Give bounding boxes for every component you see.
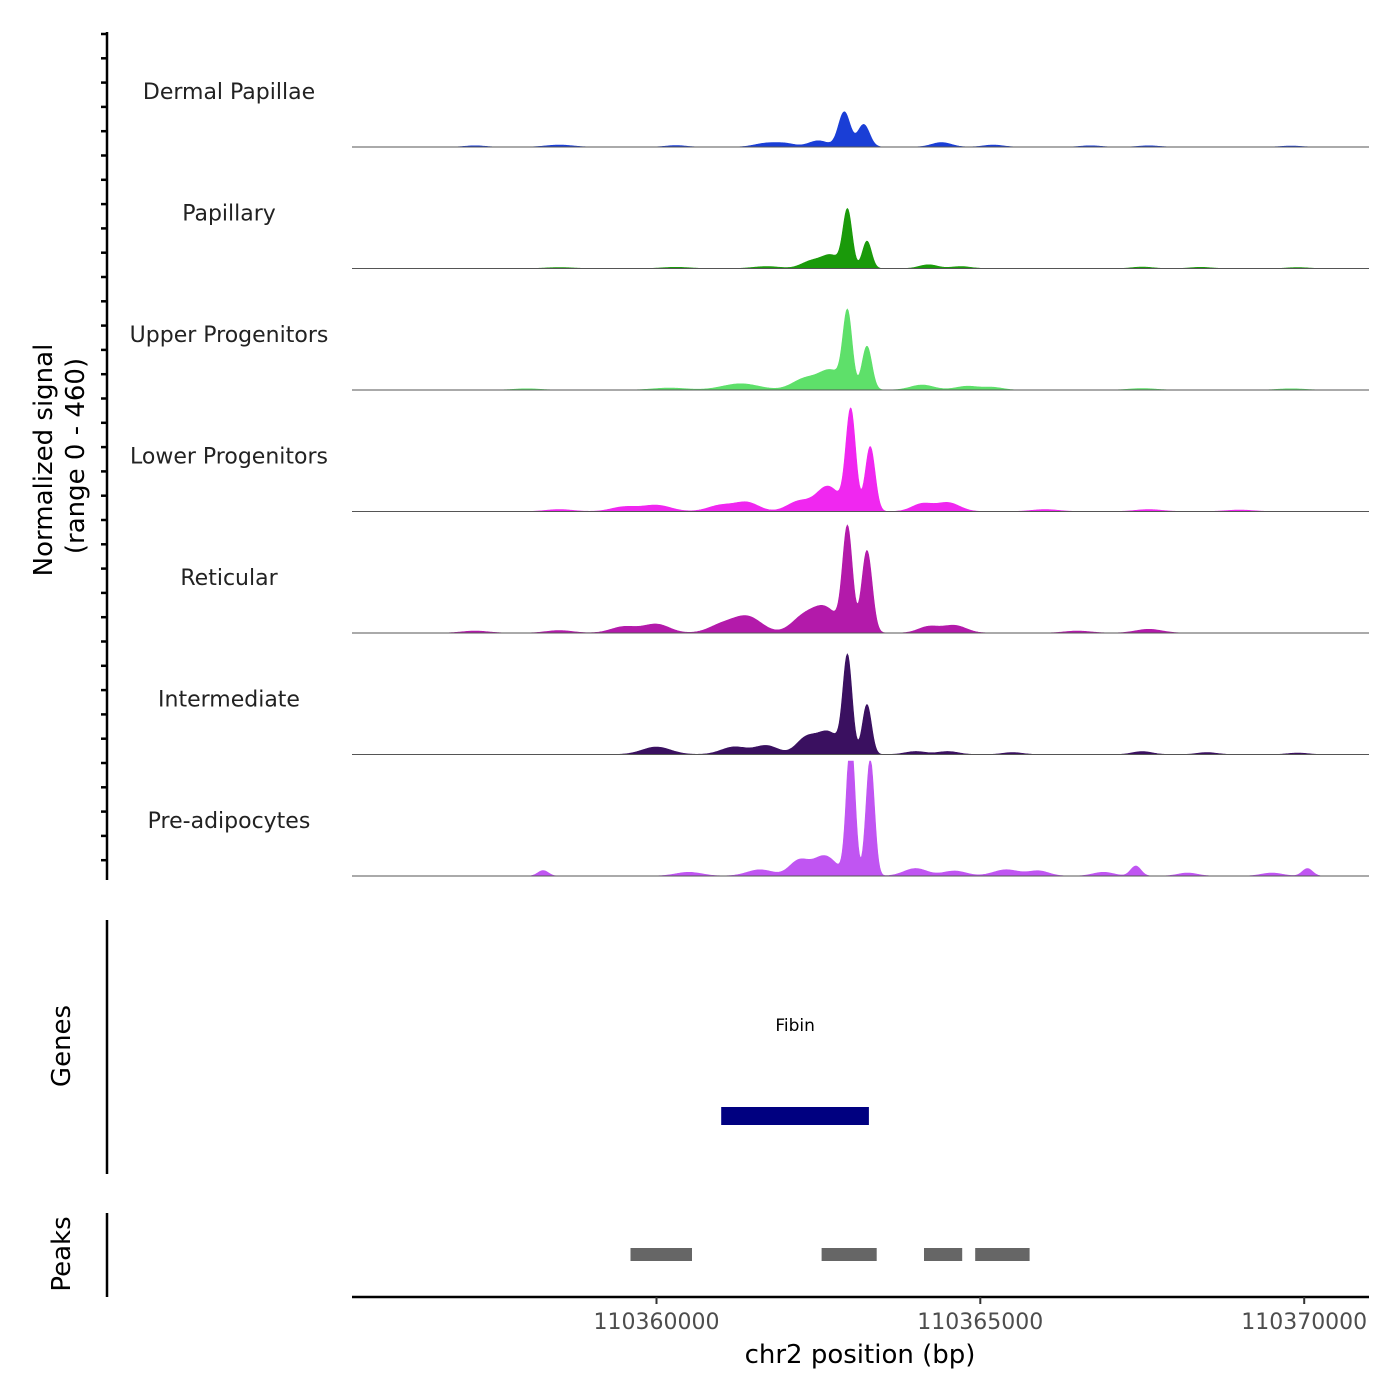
x-axis-ticks: 110360000 110365000 110370000 xyxy=(594,1297,1367,1335)
genes-track-title: Genes xyxy=(47,1005,77,1087)
track-label: Pre-adipocytes xyxy=(148,809,311,834)
peak-region xyxy=(630,1248,692,1261)
peak-region xyxy=(924,1248,963,1261)
x-tick-label: 110360000 xyxy=(594,1310,720,1335)
track-label: Papillary xyxy=(182,202,276,227)
track-label: Dermal Papillae xyxy=(143,80,315,105)
signal-area xyxy=(352,407,1369,512)
y-axis-title: Normalized signal xyxy=(29,344,59,577)
x-tick-label: 110365000 xyxy=(917,1310,1043,1335)
peak-region xyxy=(821,1248,877,1261)
signal-area xyxy=(352,111,1369,148)
signal-area xyxy=(352,760,1369,877)
y-axis-range: (range 0 - 460) xyxy=(61,358,91,554)
track-label: Reticular xyxy=(180,566,278,591)
signal-tracks: Dermal Papillae Papillary Upper Progenitor… xyxy=(130,80,1369,877)
gene-body xyxy=(721,1107,869,1125)
peaks-track-title: Peaks xyxy=(47,1216,77,1291)
peak-region xyxy=(975,1248,1030,1261)
signal-y-axis-ticks xyxy=(101,32,107,862)
track-label: Intermediate xyxy=(158,688,300,713)
signal-area xyxy=(352,207,1369,269)
track-label: Upper Progenitors xyxy=(130,323,329,348)
signal-area xyxy=(352,524,1369,634)
x-axis-title: chr2 position (bp) xyxy=(745,1340,976,1370)
gene-label: Fibin xyxy=(775,1016,815,1036)
signal-area xyxy=(352,308,1369,391)
peak-regions xyxy=(630,1248,1030,1261)
track-label: Lower Progenitors xyxy=(130,445,328,470)
x-tick-label: 110370000 xyxy=(1241,1310,1367,1335)
gene-track: Fibin xyxy=(721,1016,869,1125)
signal-area xyxy=(352,653,1369,755)
